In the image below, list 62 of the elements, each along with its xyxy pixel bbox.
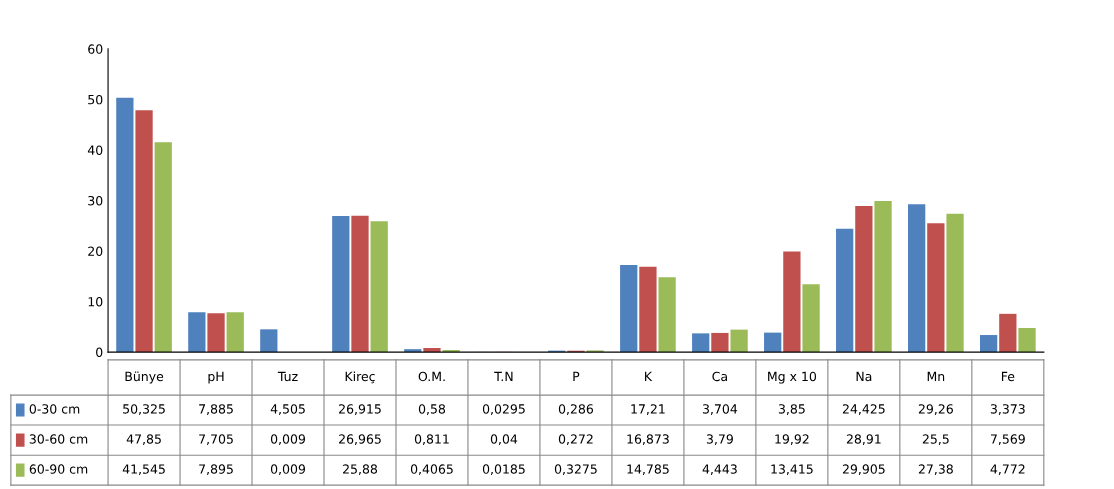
x-tick-label: Ca — [712, 371, 727, 382]
data-label: 0,811 — [414, 434, 449, 445]
data-label: 7,705 — [199, 434, 233, 445]
legend-label: 30-60 cm — [29, 434, 88, 444]
data-label: 29,26 — [918, 404, 953, 415]
legend-label: 0-30 cm — [29, 404, 80, 414]
data-label: 0,009 — [270, 434, 306, 445]
data-label: 29,905 — [842, 464, 885, 476]
legend-label: 60-90 cm — [29, 464, 88, 474]
data-label: 0,009 — [270, 464, 306, 476]
data-label: 0,3275 — [554, 464, 597, 476]
data-label: 3,373 — [990, 404, 1025, 415]
data-label: 14,785 — [627, 464, 669, 476]
data-label: 3,85 — [778, 404, 805, 415]
x-tick-label: O.M. — [418, 371, 445, 382]
y-tick-label: 60 — [88, 44, 103, 54]
x-tick-label: pH — [208, 371, 224, 384]
data-label: 7,885 — [199, 404, 233, 415]
x-tick-label: Tuz — [277, 371, 298, 382]
x-tick-label: K — [645, 371, 653, 381]
y-tick-label: 50 — [88, 94, 103, 105]
data-label: 50,325 — [123, 404, 165, 415]
data-label: 4,505 — [270, 404, 305, 415]
x-tick-label: Mn — [927, 371, 945, 381]
data-label: 47,85 — [126, 434, 161, 445]
data-label: 28,91 — [846, 434, 881, 445]
data-label: 26,915 — [339, 404, 381, 415]
data-label: 0,0185 — [482, 464, 525, 476]
data-label: 16,873 — [627, 434, 669, 445]
y-tick-label: 40 — [87, 145, 103, 155]
data-label: 3,704 — [702, 404, 738, 415]
data-label: 3,79 — [706, 434, 733, 445]
x-tick-label: P — [573, 371, 580, 381]
data-label: 0,58 — [418, 404, 446, 415]
data-label: 7,895 — [199, 464, 233, 476]
data-label: 0,4065 — [410, 464, 453, 476]
data-label: 0,286 — [558, 404, 594, 415]
data-label: 25,88 — [343, 464, 378, 476]
y-tick-label: 20 — [88, 246, 103, 256]
data-label: 0,0295 — [482, 404, 525, 415]
data-label: 24,425 — [842, 404, 885, 415]
data-label: 4,443 — [702, 464, 737, 476]
x-tick-label: Na — [856, 371, 872, 382]
data-label: 4,772 — [990, 464, 1025, 476]
data-label: 25,5 — [922, 434, 949, 445]
data-label: 19,92 — [775, 434, 809, 445]
data-label: 0,272 — [558, 434, 593, 445]
data-label: 26,965 — [339, 434, 381, 445]
data-label: 13,415 — [771, 464, 813, 476]
x-tick-label: Fe — [1001, 371, 1015, 382]
x-tick-label: Mg x 10 — [768, 371, 817, 384]
data-label: 41,545 — [122, 464, 165, 476]
x-tick-label: T.N — [494, 371, 513, 381]
y-tick-label: 30 — [88, 195, 103, 206]
data-label: 7,569 — [990, 434, 1025, 445]
data-label: 27,38 — [918, 464, 953, 476]
x-tick-label: Bünye — [125, 371, 164, 384]
data-label: 17,21 — [631, 404, 665, 415]
x-tick-label: Kireç — [345, 371, 375, 384]
y-tick-label: 0 — [96, 347, 103, 358]
y-tick-label: 10 — [88, 297, 103, 307]
data-label: 0,04 — [490, 434, 518, 445]
